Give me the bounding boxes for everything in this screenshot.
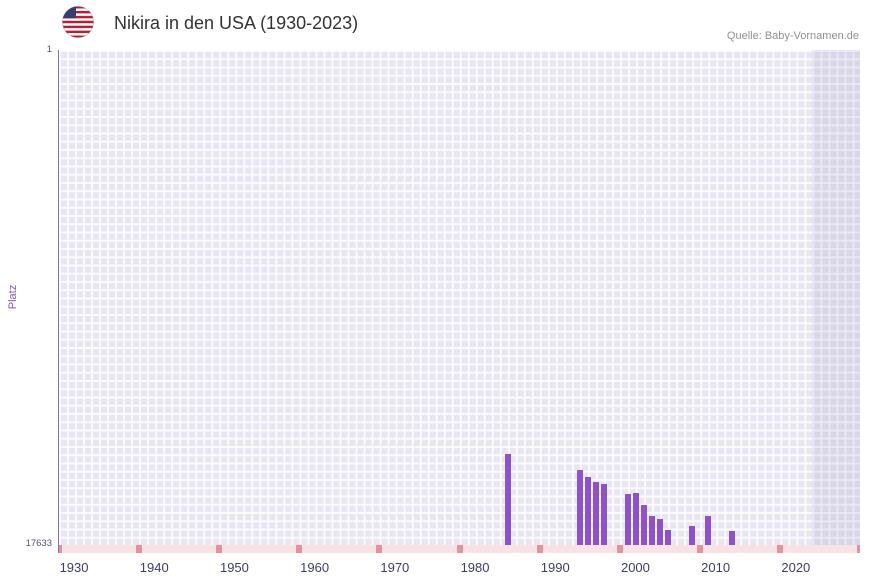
highlight-band	[811, 50, 860, 545]
plot-area[interactable]	[59, 50, 860, 545]
rank-bar[interactable]	[576, 469, 583, 545]
x-axis: 1930 1940 1950 1960 1970 1980 1990 2000 2010 2020	[58, 560, 860, 580]
rank-bar[interactable]	[664, 530, 671, 545]
no-data-marker	[536, 545, 543, 553]
no-data-marker	[776, 545, 783, 553]
rank-bar[interactable]	[600, 483, 607, 545]
no-data-marker	[857, 545, 860, 553]
no-data-marker	[296, 545, 303, 553]
y-tick-bottom: 17633	[25, 538, 52, 549]
rank-bar[interactable]	[728, 531, 735, 545]
x-tick-label: 1940	[139, 560, 169, 575]
plot-wrap	[58, 50, 860, 553]
rank-bar[interactable]	[656, 518, 663, 545]
no-data-marker	[136, 545, 143, 553]
x-tick-label: 1980	[460, 560, 490, 575]
no-data-marker	[696, 545, 703, 553]
x-tick-label: 1930	[59, 560, 89, 575]
source-credit: Quelle: Baby-Vornamen.de	[726, 30, 859, 42]
page-title: Nikira in den USA (1930-2023)	[114, 13, 359, 33]
rank-bar[interactable]	[632, 492, 639, 545]
x-tick-label: 1970	[380, 560, 410, 575]
rank-bar[interactable]	[584, 476, 591, 545]
rank-bar[interactable]	[648, 516, 655, 545]
rank-bar[interactable]	[504, 454, 511, 545]
x-tick-label: 1950	[219, 560, 249, 575]
rank-bar[interactable]	[704, 516, 711, 545]
no-data-marker	[59, 545, 62, 553]
x-tick-label: 2010	[701, 560, 731, 575]
rank-bar[interactable]	[640, 504, 647, 545]
no-data-strip	[59, 545, 860, 553]
x-tick-label: 2020	[781, 560, 811, 575]
no-data-marker	[456, 545, 463, 553]
no-data-marker	[216, 545, 223, 553]
rank-bar[interactable]	[624, 493, 631, 545]
x-tick-label: 1960	[300, 560, 330, 575]
no-data-marker	[376, 545, 383, 553]
y-tick-top: 1	[46, 44, 52, 55]
rank-bar[interactable]	[592, 482, 599, 545]
x-tick-label: 2000	[620, 560, 650, 575]
rank-bar[interactable]	[688, 525, 695, 545]
x-tick-label: 1990	[540, 560, 570, 575]
y-axis-title: Platz	[7, 284, 19, 310]
us-flag-icon	[62, 6, 94, 38]
no-data-marker	[616, 545, 623, 553]
